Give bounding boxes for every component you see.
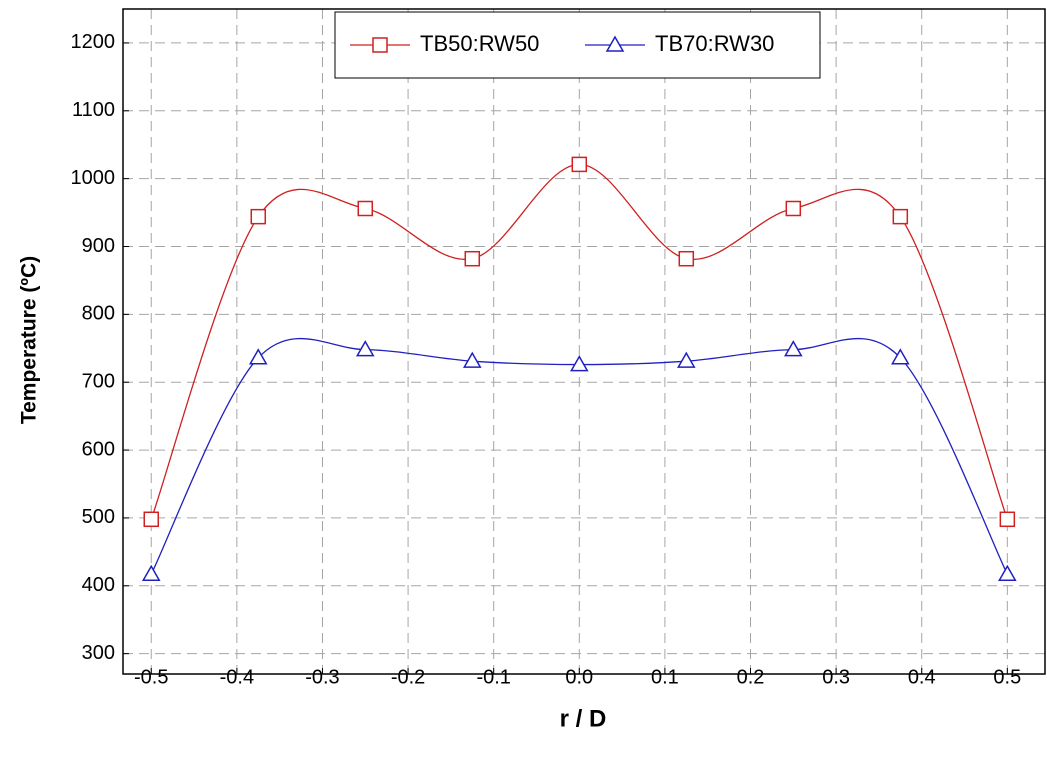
y-axis-label: Temperature (ºC) [18, 256, 41, 424]
y-tick-label: 1100 [72, 99, 115, 121]
marker [250, 208, 267, 225]
marker [678, 250, 695, 267]
marker [784, 340, 803, 357]
x-tick-label: -0.3 [305, 666, 339, 688]
marker [605, 35, 625, 52]
marker [462, 351, 482, 368]
legend-box [334, 11, 821, 79]
x-tick-label: -0.5 [134, 666, 168, 688]
marker [571, 156, 588, 173]
legend-label: TB70:RW30 [655, 31, 774, 56]
marker [891, 348, 910, 365]
marker [569, 355, 589, 372]
x-tick-label: 0.5 [993, 666, 1021, 688]
marker [464, 250, 481, 267]
y-tick-label: 600 [82, 438, 115, 460]
marker [248, 348, 268, 365]
x-tick-label: 0.0 [565, 666, 593, 688]
y-tick-label: 1000 [71, 167, 116, 189]
x-tick-label: -0.2 [391, 666, 425, 688]
y-tick-label: 300 [82, 642, 115, 664]
plot-frame [122, 8, 1046, 675]
marker [677, 351, 696, 368]
x-tick-label: -0.4 [220, 666, 254, 688]
marker [143, 511, 160, 528]
y-tick-label: 700 [82, 370, 115, 392]
x-tick-label: -0.1 [476, 666, 510, 688]
marker [785, 200, 802, 217]
y-tick-label: 500 [82, 506, 115, 528]
marker [892, 208, 909, 225]
marker [355, 340, 375, 357]
y-tick-label: 900 [82, 235, 115, 257]
x-tick-label: 0.4 [908, 666, 936, 688]
y-tick-label: 1200 [71, 31, 116, 53]
legend-label: TB50:RW50 [420, 31, 539, 56]
y-tick-label: 800 [82, 303, 115, 325]
marker [141, 564, 161, 581]
y-tick-label: 400 [82, 574, 115, 596]
marker [372, 37, 388, 53]
x-tick-label: 0.1 [651, 666, 679, 688]
marker [357, 200, 374, 217]
marker [998, 564, 1017, 581]
x-axis-label: r / D [560, 705, 607, 732]
marker [999, 511, 1016, 528]
x-tick-label: 0.3 [822, 666, 850, 688]
x-tick-label: 0.2 [737, 666, 765, 688]
